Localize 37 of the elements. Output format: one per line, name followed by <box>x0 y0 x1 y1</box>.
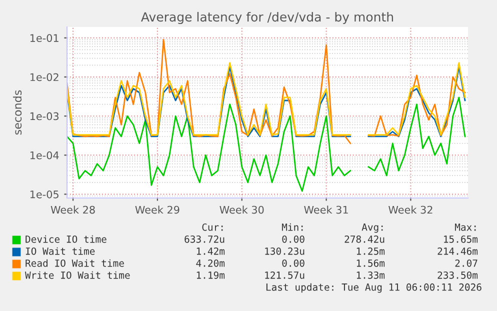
text: 1.19m <box>196 271 225 279</box>
x-tick-label: Week 31 <box>304 206 348 214</box>
text: Last update: Tue Aug 11 06:00:11 2026 <box>266 283 482 293</box>
x-tick-label: Week 29 <box>135 206 180 214</box>
text: 1.56m <box>356 259 385 267</box>
text: 278.42u <box>344 235 384 243</box>
x-tick-label: Week 32 <box>388 206 432 214</box>
text: 233.50m <box>438 271 478 279</box>
legend-label: IO Wait time <box>26 247 95 255</box>
y-tick-label: 1e-05 <box>30 190 58 198</box>
y-tick-label: 1e-01 <box>30 34 58 42</box>
y-tick-label: 1e-02 <box>30 73 58 82</box>
y-axis-title: seconds <box>13 90 22 135</box>
text: 0.00 <box>282 235 304 243</box>
text: 130.23u <box>265 247 304 255</box>
text: Min: <box>282 223 303 231</box>
y-tick-label: 1e-04 <box>30 151 59 160</box>
chart-title: Average latency for /dev/vda - by month <box>141 12 393 24</box>
legend-label: Device IO time <box>26 235 106 243</box>
text: Cur: <box>202 223 223 231</box>
text: 2.07 <box>455 259 478 267</box>
text: 214.46m <box>438 247 478 255</box>
x-tick-label: Week 30 <box>220 206 264 214</box>
x-tick-label: Week 28 <box>50 206 95 214</box>
text: 15.65m <box>444 235 478 243</box>
legend-label: Write IO Wait time <box>25 271 130 279</box>
text: Avg: <box>362 224 383 233</box>
text: Max: <box>454 224 476 231</box>
y-tick-label: 1e-03 <box>30 112 59 120</box>
legend-label: Read IO Wait time <box>26 259 124 267</box>
text: 633.72u <box>184 235 224 243</box>
text: 1.33m <box>356 271 385 279</box>
text: 1.25m <box>356 247 385 255</box>
text: 1.42m <box>196 247 225 255</box>
text: 4.20m <box>196 259 225 267</box>
text: 121.57u <box>265 271 304 279</box>
text: 0.00 <box>282 259 304 267</box>
